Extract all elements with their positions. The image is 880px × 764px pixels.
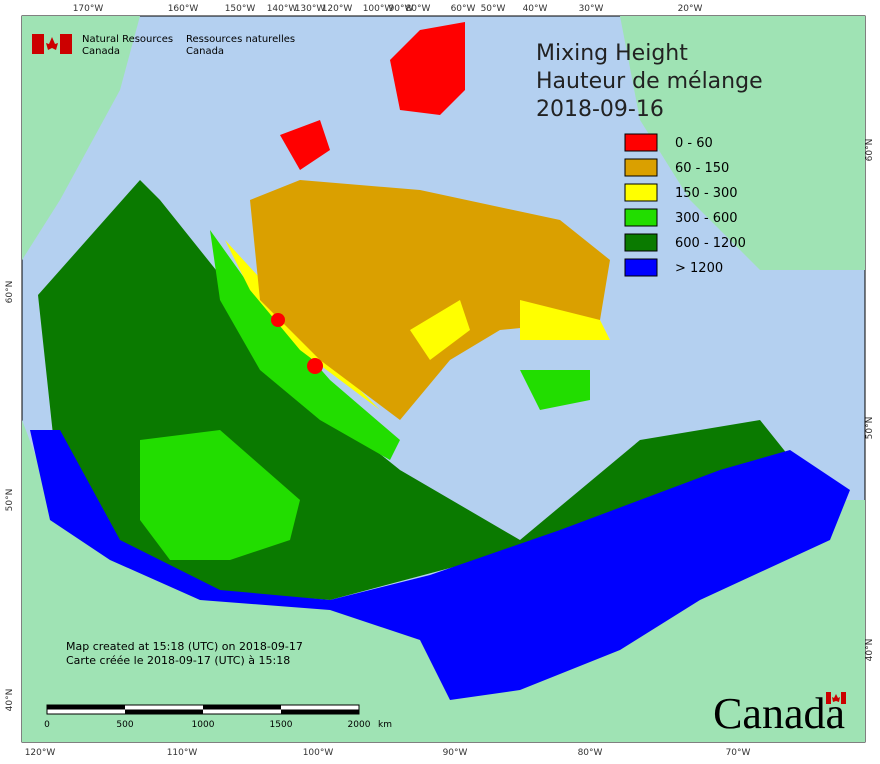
- legend-label: 300 - 600: [675, 211, 738, 226]
- scale-bar: 0 500 1000 1500 2000 km: [44, 704, 392, 730]
- lon-label: 70°W: [726, 748, 751, 758]
- scale-unit: km: [378, 720, 392, 730]
- legend-swatch: [624, 133, 658, 152]
- legend-swatch: [624, 258, 658, 277]
- legend-swatch: [624, 183, 658, 202]
- created-en: Map created at 15:18 (UTC) on 2018-09-17: [66, 640, 303, 653]
- lon-label: 60°W: [451, 4, 476, 14]
- lon-label: 140°W: [267, 4, 298, 14]
- lon-label: 50°W: [481, 4, 506, 14]
- legend-label: 0 - 60: [675, 136, 713, 151]
- lon-label: 100°W: [303, 748, 334, 758]
- lon-label: 20°W: [678, 4, 703, 14]
- lon-label: 30°W: [579, 4, 604, 14]
- dept-fr: Canada: [186, 46, 224, 57]
- legend-label: 600 - 1200: [675, 236, 746, 251]
- scale-label: 2000: [348, 720, 371, 730]
- lat-label: 60°N: [865, 139, 875, 162]
- legend-swatch: [624, 208, 658, 227]
- created-fr: Carte créée le 2018-09-17 (UTC) à 15:18: [66, 654, 290, 667]
- lat-label: 50°N: [865, 417, 875, 440]
- lon-label: 120°W: [25, 748, 56, 758]
- lon-label: 150°W: [225, 4, 256, 14]
- canada-wordmark: Canada: [713, 689, 845, 738]
- legend-swatch: [624, 158, 658, 177]
- lat-label: 50°N: [5, 489, 15, 512]
- lat-label: 40°N: [5, 689, 15, 712]
- lon-label: 80°W: [578, 748, 603, 758]
- lon-label: 100°W: [363, 4, 394, 14]
- lon-label: 170°W: [73, 4, 104, 14]
- scale-label: 1500: [270, 720, 293, 730]
- dept-fr: Ressources naturelles: [186, 34, 295, 45]
- lon-label: 90°W: [443, 748, 468, 758]
- legend-label: 60 - 150: [675, 161, 729, 176]
- title: Mixing Height: [536, 41, 688, 66]
- legend-label: 150 - 300: [675, 186, 738, 201]
- land: [22, 16, 865, 742]
- nrcan-logo: Natural Resources Canada Ressources natu…: [32, 34, 295, 57]
- dept-en: Natural Resources: [82, 34, 173, 45]
- legend-swatch: [624, 233, 658, 252]
- lon-label: 160°W: [168, 4, 199, 14]
- lat-label: 40°N: [865, 639, 875, 662]
- lon-label: 90°W: [389, 4, 414, 14]
- lon-label: 120°W: [322, 4, 353, 14]
- legend-label: > 1200: [675, 261, 723, 276]
- legend: 0 - 60 60 - 150 150 - 300 300 - 600 600 - 12…: [624, 133, 746, 277]
- scale-label: 0: [44, 720, 50, 730]
- wordmark-flag: [826, 692, 846, 704]
- lon-label: 130°W: [295, 4, 326, 14]
- dept-en: Canada: [82, 46, 120, 57]
- lon-label: 110°W: [167, 748, 198, 758]
- scale-label: 500: [116, 720, 133, 730]
- title-date: 2018-09-16: [536, 97, 664, 122]
- scale-label: 1000: [192, 720, 215, 730]
- title: Hauteur de mélange: [536, 69, 763, 94]
- lat-label: 60°N: [5, 281, 15, 304]
- canada-regions: [30, 22, 850, 700]
- lon-label: 80°W: [406, 4, 431, 14]
- lon-label: 40°W: [523, 4, 548, 14]
